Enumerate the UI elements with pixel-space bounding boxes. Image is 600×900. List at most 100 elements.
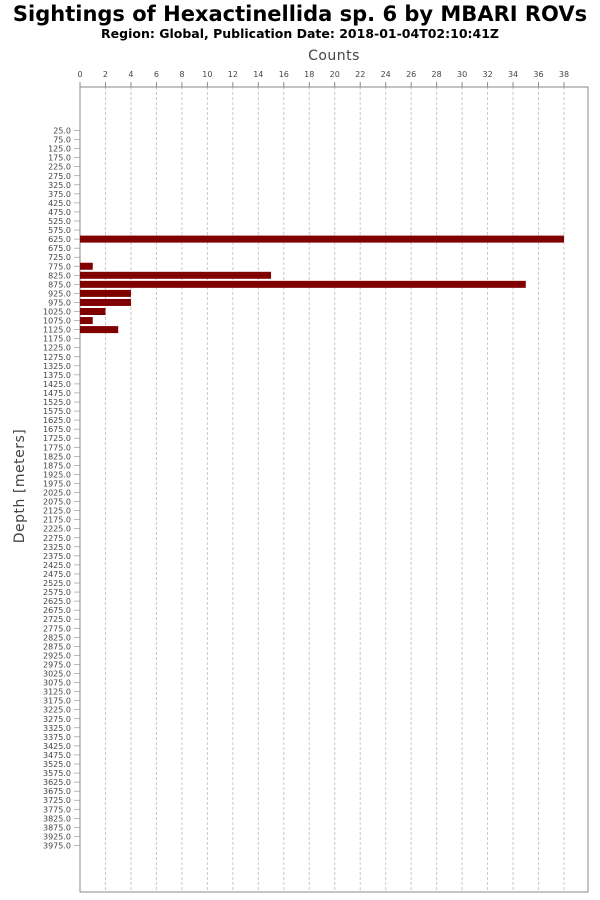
y-tick-label: 2225.0 [43, 525, 71, 534]
y-tick-label: 1675.0 [43, 425, 71, 434]
x-tick-label: 16 [279, 70, 289, 79]
y-tick-label: 1875.0 [43, 461, 71, 470]
y-tick-label: 3325.0 [43, 724, 71, 733]
y-tick-label: 2025.0 [43, 489, 71, 498]
x-tick-label: 28 [432, 70, 442, 79]
y-tick-label: 825.0 [48, 271, 71, 280]
gridlines [104, 87, 565, 892]
x-tick-label: 22 [355, 70, 365, 79]
bar-depth-1125.0 [80, 326, 119, 334]
y-tick-label: 775.0 [48, 262, 71, 271]
plot-area [79, 86, 589, 893]
y-tick-label: 3575.0 [43, 769, 71, 778]
y-tick-label: 1825.0 [43, 452, 71, 461]
x-tick-label: 14 [253, 70, 263, 79]
bar-depth-1025.0 [80, 308, 106, 315]
y-tick-label: 3025.0 [43, 670, 71, 679]
y-tick-label: 1325.0 [43, 362, 71, 371]
y-tick-label: 3425.0 [43, 742, 71, 751]
y-tick-label: 875.0 [48, 280, 71, 289]
y-tick-label: 2775.0 [43, 624, 71, 633]
x-tick-label: 2 [103, 70, 108, 79]
bar-depth-975.0 [80, 298, 131, 306]
x-axis-label: Counts [308, 48, 360, 64]
y-tick-label: 3375.0 [43, 733, 71, 742]
y-tick-label: 1275.0 [43, 353, 71, 362]
y-tick-label: 3775.0 [43, 805, 71, 814]
y-tick-label: 625.0 [48, 235, 71, 244]
x-tick-label: 18 [304, 70, 314, 79]
y-tick-label: 675.0 [48, 244, 71, 253]
y-tick-label: 2275.0 [43, 534, 71, 543]
y-tick-label: 2925.0 [43, 651, 71, 660]
y-axis-ticks: 25.075.0125.0175.0225.0275.0325.0375.042… [43, 127, 80, 850]
y-tick-label: 2625.0 [43, 597, 71, 606]
y-tick-label: 2125.0 [43, 507, 71, 516]
chart-subtitle: Region: Global, Publication Date: 2018-0… [101, 26, 499, 41]
y-tick-label: 925.0 [48, 289, 71, 298]
y-tick-label: 1125.0 [43, 326, 71, 335]
y-tick-label: 2425.0 [43, 561, 71, 570]
y-tick-label: 525.0 [48, 217, 71, 226]
y-tick-label: 325.0 [48, 181, 71, 190]
y-tick-label: 3475.0 [43, 751, 71, 760]
y-tick-label: 475.0 [48, 208, 71, 217]
x-tick-label: 10 [202, 70, 212, 79]
x-tick-label: 4 [128, 70, 133, 79]
y-tick-label: 3275.0 [43, 715, 71, 724]
chart-title: Sightings of Hexactinellida sp. 6 by MBA… [12, 2, 588, 26]
y-tick-label: 3925.0 [43, 832, 71, 841]
y-tick-label: 2975.0 [43, 660, 71, 669]
x-tick-label: 0 [77, 70, 82, 79]
y-tick-label: 1025.0 [43, 308, 71, 317]
y-tick-label: 3875.0 [43, 823, 71, 832]
y-tick-label: 3175.0 [43, 697, 71, 706]
y-tick-label: 2875.0 [43, 642, 71, 651]
y-tick-label: 1975.0 [43, 479, 71, 488]
y-tick-label: 125.0 [48, 145, 71, 154]
x-tick-label: 24 [381, 70, 391, 79]
x-tick-label: 8 [179, 70, 184, 79]
y-tick-label: 2825.0 [43, 633, 71, 642]
x-tick-label: 30 [457, 70, 467, 79]
y-tick-label: 3625.0 [43, 778, 71, 787]
y-tick-label: 2575.0 [43, 588, 71, 597]
y-tick-label: 1475.0 [43, 389, 71, 398]
bar-depth-925.0 [80, 289, 131, 297]
y-tick-label: 2075.0 [43, 498, 71, 507]
x-tick-label: 32 [482, 70, 492, 79]
y-tick-label: 425.0 [48, 199, 71, 208]
y-tick-label: 225.0 [48, 163, 71, 172]
y-tick-label: 1525.0 [43, 398, 71, 407]
x-tick-label: 6 [154, 70, 159, 79]
y-tick-label: 1075.0 [43, 317, 71, 326]
x-axis-ticks: 0 2 4 6 8 10 12 14 16 18 20 22 24 26 28 30 32 34 36 38 [77, 70, 569, 87]
x-tick-label: 36 [533, 70, 543, 79]
x-tick-label: 20 [330, 70, 340, 79]
y-tick-label: 3125.0 [43, 688, 71, 697]
y-tick-label: 1725.0 [43, 434, 71, 443]
y-tick-label: 3725.0 [43, 796, 71, 805]
y-tick-label: 2675.0 [43, 606, 71, 615]
y-tick-label: 725.0 [48, 253, 71, 262]
x-tick-label: 12 [228, 70, 238, 79]
y-tick-label: 575.0 [48, 226, 71, 235]
y-tick-label: 375.0 [48, 190, 71, 199]
y-tick-label: 2175.0 [43, 516, 71, 525]
y-tick-label: 3675.0 [43, 787, 71, 796]
y-tick-label: 25.0 [53, 127, 71, 136]
x-tick-label: 34 [508, 70, 518, 79]
y-tick-label: 2325.0 [43, 543, 71, 552]
y-tick-label: 3225.0 [43, 706, 71, 715]
y-tick-label: 1225.0 [43, 344, 71, 353]
x-tick-label: 26 [406, 70, 416, 79]
bar-depth-1075.0 [80, 317, 93, 325]
y-tick-label: 3075.0 [43, 679, 71, 688]
bars [80, 235, 564, 334]
y-tick-label: 75.0 [53, 136, 71, 145]
y-tick-label: 2725.0 [43, 615, 71, 624]
y-tick-label: 1925.0 [43, 470, 71, 479]
y-tick-label: 1425.0 [43, 380, 71, 389]
y-tick-label: 1775.0 [43, 443, 71, 452]
